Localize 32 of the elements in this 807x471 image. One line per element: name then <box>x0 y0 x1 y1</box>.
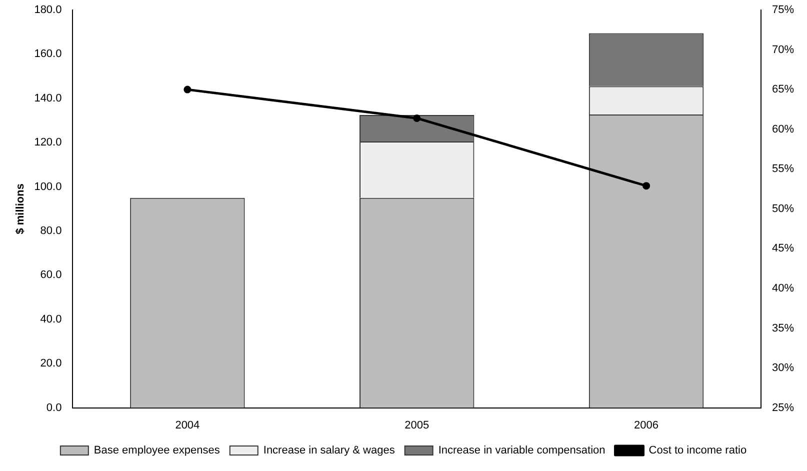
y-tick-label: 160.0 <box>34 48 62 60</box>
y2-tick-label: 55% <box>772 163 794 176</box>
y-tick-label: 20.0 <box>40 358 62 370</box>
legend-label: Increase in variable compensation <box>438 444 606 457</box>
point <box>413 114 421 122</box>
x-tick-label: 2006 <box>634 419 659 432</box>
y2-tick-label: 75% <box>772 4 794 16</box>
y2-tick-label: 60% <box>772 123 794 136</box>
y2-tick-label: 40% <box>772 282 794 294</box>
y-tick-label: 120.0 <box>34 136 62 149</box>
y-axis-title: $ millions <box>14 184 27 234</box>
y2-tick-label: 25% <box>772 402 794 414</box>
y-tick-label: 80.0 <box>40 225 62 238</box>
legend-label: Cost to income ratio <box>648 444 747 457</box>
y-tick-label: 100.0 <box>34 180 62 193</box>
y-tick-label: 60.0 <box>40 269 62 282</box>
point <box>184 86 192 94</box>
y-tick-label: 140.0 <box>34 92 62 104</box>
point <box>642 182 650 190</box>
x-tick-label: 2005 <box>404 419 430 432</box>
y2-tick-label: 30% <box>772 362 794 374</box>
y2-tick-label: 45% <box>772 242 794 255</box>
y2-tick-label: 35% <box>772 322 794 334</box>
legend-label: Base employee expenses <box>94 444 220 457</box>
y-tick-label: 180.0 <box>34 4 62 16</box>
legend-label: Increase in salary & wages <box>263 444 396 457</box>
y2-tick-label: 50% <box>772 202 794 215</box>
x-tick-label: 2004 <box>175 419 200 432</box>
y2-tick-label: 65% <box>772 84 794 96</box>
y2-tick-label: 70% <box>772 44 794 56</box>
y-tick-label: 40.0 <box>40 313 62 326</box>
y-tick-label: 0.0 <box>46 402 62 414</box>
